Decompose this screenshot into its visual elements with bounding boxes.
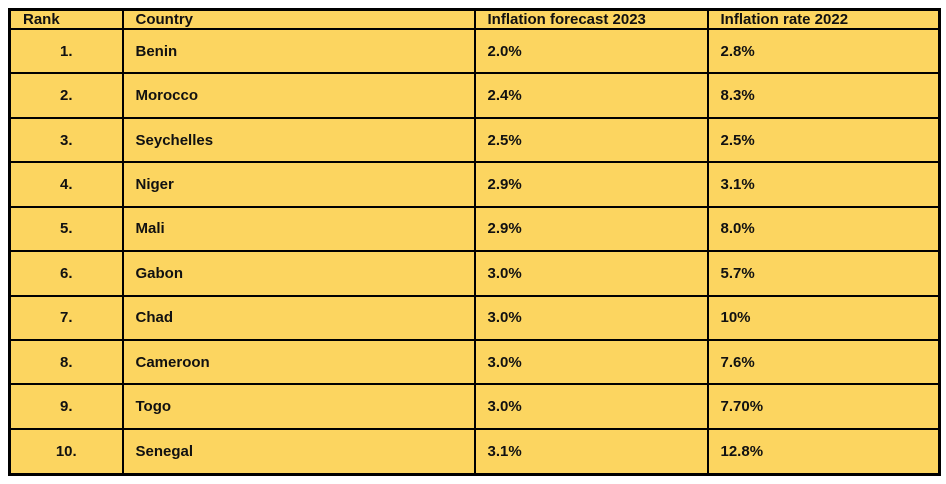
table-row: 10. Senegal 3.1% 12.8%	[8, 427, 941, 476]
table-row: 5. Mali 2.9% 8.0%	[8, 205, 941, 253]
rank-cell: 9.	[8, 383, 124, 430]
rate-2022-cell: 3.1%	[706, 161, 941, 208]
table-row: 1. Benin 2.0% 2.8%	[8, 27, 941, 75]
country-cell: Morocco	[121, 72, 476, 119]
header-row: Rank Country Inflation forecast 2023 Inf…	[8, 8, 941, 30]
country-cell: Mali	[121, 205, 476, 253]
rate-2022-cell: 10%	[706, 294, 941, 341]
forecast-2023-cell: 3.1%	[473, 427, 709, 476]
column-header-forecast-2023: Inflation forecast 2023	[473, 8, 709, 30]
rank-cell: 4.	[8, 161, 124, 208]
table-row: 2. Morocco 2.4% 8.3%	[8, 72, 941, 119]
rate-2022-cell: 7.6%	[706, 338, 941, 386]
rank-cell: 7.	[8, 294, 124, 341]
forecast-2023-cell: 2.4%	[473, 72, 709, 119]
table-row: 8. Cameroon 3.0% 7.6%	[8, 338, 941, 386]
forecast-2023-cell: 3.0%	[473, 338, 709, 386]
rate-2022-cell: 5.7%	[706, 250, 941, 297]
forecast-2023-cell: 3.0%	[473, 250, 709, 297]
country-cell: Cameroon	[121, 338, 476, 386]
forecast-2023-cell: 2.9%	[473, 205, 709, 253]
rank-cell: 1.	[8, 27, 124, 75]
rank-cell: 3.	[8, 116, 124, 164]
country-cell: Togo	[121, 383, 476, 430]
table-row: 6. Gabon 3.0% 5.7%	[8, 250, 941, 297]
table-row: 3. Seychelles 2.5% 2.5%	[8, 116, 941, 164]
rate-2022-cell: 2.5%	[706, 116, 941, 164]
country-cell: Seychelles	[121, 116, 476, 164]
rate-2022-cell: 2.8%	[706, 27, 941, 75]
table-row: 7. Chad 3.0% 10%	[8, 294, 941, 341]
column-header-country: Country	[121, 8, 476, 30]
rank-cell: 5.	[8, 205, 124, 253]
rank-cell: 2.	[8, 72, 124, 119]
rate-2022-cell: 12.8%	[706, 427, 941, 476]
forecast-2023-cell: 3.0%	[473, 294, 709, 341]
rank-cell: 10.	[8, 427, 124, 476]
rank-cell: 8.	[8, 338, 124, 386]
inflation-table: Rank Country Inflation forecast 2023 Inf…	[8, 8, 941, 476]
forecast-2023-cell: 2.5%	[473, 116, 709, 164]
country-cell: Niger	[121, 161, 476, 208]
column-header-rate-2022: Inflation rate 2022	[706, 8, 941, 30]
table-row: 4. Niger 2.9% 3.1%	[8, 161, 941, 208]
rate-2022-cell: 8.0%	[706, 205, 941, 253]
rate-2022-cell: 8.3%	[706, 72, 941, 119]
country-cell: Gabon	[121, 250, 476, 297]
rate-2022-cell: 7.70%	[706, 383, 941, 430]
forecast-2023-cell: 3.0%	[473, 383, 709, 430]
forecast-2023-cell: 2.9%	[473, 161, 709, 208]
forecast-2023-cell: 2.0%	[473, 27, 709, 75]
rank-cell: 6.	[8, 250, 124, 297]
column-header-rank: Rank	[8, 8, 124, 30]
country-cell: Benin	[121, 27, 476, 75]
country-cell: Chad	[121, 294, 476, 341]
country-cell: Senegal	[121, 427, 476, 476]
table-row: 9. Togo 3.0% 7.70%	[8, 383, 941, 430]
